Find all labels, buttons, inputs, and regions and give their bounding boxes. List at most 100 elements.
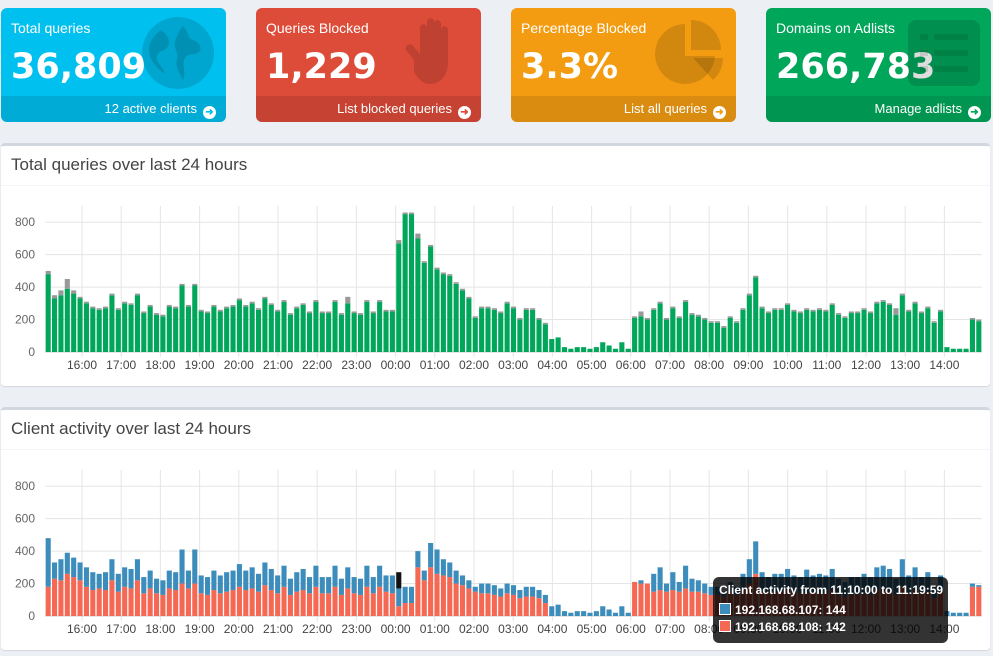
bar-segment[interactable] (485, 583, 491, 594)
bar-segment[interactable] (950, 612, 956, 616)
bar-segment[interactable] (160, 594, 166, 616)
bar-segment[interactable] (415, 551, 421, 568)
bar-segment[interactable] (249, 301, 255, 304)
bar-segment[interactable] (268, 303, 274, 305)
bar-segment[interactable] (236, 586, 242, 616)
bar-segment[interactable] (364, 565, 370, 587)
bar-segment[interactable] (262, 562, 268, 586)
bar-segment[interactable] (243, 304, 249, 307)
bar-segment[interactable] (759, 308, 765, 352)
bar-segment[interactable] (52, 578, 58, 616)
bar-segment[interactable] (326, 577, 332, 594)
bar-segment[interactable] (504, 593, 510, 616)
bar-segment[interactable] (58, 559, 64, 581)
bar-segment[interactable] (848, 313, 854, 352)
bar-segment[interactable] (976, 319, 982, 322)
bar-segment[interactable] (332, 565, 338, 587)
bar-segment[interactable] (147, 570, 153, 589)
bar-segment[interactable] (421, 261, 427, 263)
bar-segment[interactable] (83, 301, 89, 304)
active-clients-link[interactable]: 12 active clients ➜ (1, 96, 226, 122)
bar-segment[interactable] (224, 591, 230, 616)
bar-segment[interactable] (644, 317, 650, 320)
bar-segment[interactable] (396, 243, 402, 352)
bar-segment[interactable] (255, 573, 262, 592)
bar-segment[interactable] (638, 316, 644, 352)
bar-segment[interactable] (530, 308, 536, 310)
bar-segment[interactable] (236, 300, 242, 352)
bar-segment[interactable] (510, 306, 517, 309)
bar-segment[interactable] (510, 594, 517, 616)
bar-segment[interactable] (810, 309, 816, 312)
bar-segment[interactable] (504, 301, 510, 304)
bar-segment[interactable] (969, 586, 975, 616)
bar-segment[interactable] (472, 317, 478, 352)
bar-segment[interactable] (612, 348, 619, 352)
bar-segment[interactable] (281, 301, 287, 352)
bar-segment[interactable] (561, 611, 568, 616)
bar-segment[interactable] (255, 308, 262, 310)
bar-segment[interactable] (906, 309, 912, 312)
bar-segment[interactable] (950, 348, 956, 352)
bar-segment[interactable] (204, 311, 211, 314)
bar-segment[interactable] (236, 564, 242, 587)
bar-segment[interactable] (198, 593, 204, 616)
bar-segment[interactable] (969, 317, 975, 320)
bar-segment[interactable] (753, 277, 759, 352)
bar-segment[interactable] (141, 311, 147, 314)
bar-segment[interactable] (370, 577, 376, 594)
bar-segment[interactable] (816, 308, 823, 310)
bar-segment[interactable] (204, 594, 211, 616)
bar-segment[interactable] (313, 301, 319, 352)
bar-segment[interactable] (243, 306, 249, 352)
bar-segment[interactable] (734, 321, 740, 323)
bar-segment[interactable] (472, 591, 478, 616)
bar-segment[interactable] (925, 306, 931, 309)
bar-segment[interactable] (670, 572, 676, 591)
bar-segment[interactable] (204, 313, 211, 352)
bar-segment[interactable] (77, 296, 83, 299)
bar-segment[interactable] (727, 317, 733, 352)
bar-segment[interactable] (708, 586, 714, 595)
bar-segment[interactable] (377, 586, 383, 616)
bar-segment[interactable] (147, 306, 153, 352)
bar-segment[interactable] (695, 591, 701, 616)
bar-segment[interactable] (345, 303, 351, 352)
bar-segment[interactable] (134, 559, 140, 581)
bar-segment[interactable] (638, 583, 644, 616)
bar-segment[interactable] (912, 303, 918, 352)
bar-segment[interactable] (536, 598, 542, 616)
bar-segment[interactable] (134, 295, 140, 352)
bar-segment[interactable] (842, 316, 848, 318)
bar-segment[interactable] (963, 612, 969, 616)
bar-segment[interactable] (192, 285, 198, 352)
bar-segment[interactable] (90, 572, 96, 591)
bar-segment[interactable] (64, 552, 70, 574)
bar-segment[interactable] (491, 594, 497, 616)
bar-segment[interactable] (64, 279, 70, 289)
bar-segment[interactable] (217, 575, 223, 594)
bar-segment[interactable] (785, 303, 791, 305)
bar-segment[interactable] (249, 588, 255, 616)
bar-segment[interactable] (294, 306, 300, 309)
bar-segment[interactable] (128, 568, 134, 589)
bar-segment[interactable] (389, 575, 395, 594)
bar-segment[interactable] (600, 606, 606, 616)
bar-segment[interactable] (243, 590, 249, 616)
bar-segment[interactable] (147, 588, 153, 616)
bar-segment[interactable] (243, 570, 249, 591)
bar-segment[interactable] (300, 303, 306, 305)
bar-segment[interactable] (128, 304, 134, 352)
bar-segment[interactable] (612, 612, 619, 616)
bar-segment[interactable] (714, 321, 721, 323)
bar-segment[interactable] (52, 562, 58, 579)
bar-segment[interactable] (185, 306, 191, 352)
bar-segment[interactable] (574, 611, 580, 616)
bar-segment[interactable] (166, 304, 172, 307)
bar-segment[interactable] (179, 285, 185, 352)
bar-segment[interactable] (428, 246, 434, 352)
bar-segment[interactable] (523, 309, 529, 352)
bar-segment[interactable] (255, 591, 262, 616)
bar-segment[interactable] (109, 559, 115, 581)
bar-segment[interactable] (466, 298, 472, 352)
